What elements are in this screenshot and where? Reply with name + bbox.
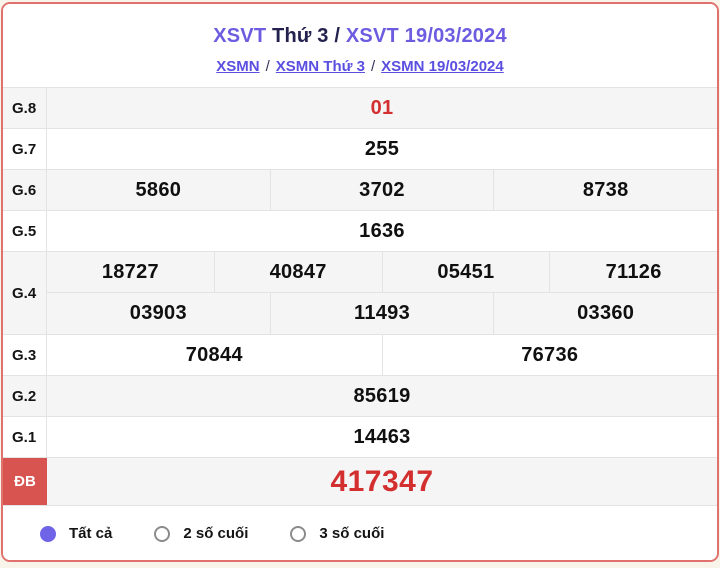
page-title: XSVT Thứ 3 / XSVT 19/03/2024 bbox=[3, 25, 717, 48]
prize-row-g1: G.1 14463 bbox=[3, 417, 717, 458]
prize-value: 70844 bbox=[47, 335, 383, 375]
breadcrumb: XSMN / XSMN Thứ 3 / XSMN 19/03/2024 bbox=[3, 58, 717, 75]
prize-value: 05451 bbox=[383, 252, 551, 292]
filter-radio-last2[interactable]: 2 số cuối bbox=[154, 525, 248, 542]
prize-value: 03360 bbox=[577, 302, 635, 324]
filter-radio-last3[interactable]: 3 số cuối bbox=[290, 525, 384, 542]
prize-value: 255 bbox=[364, 137, 400, 160]
prize-row-g4: G.4 18727 40847 05451 71126 03903 11493 … bbox=[3, 252, 717, 335]
prize-value: 5860 bbox=[47, 170, 271, 210]
prize-value: 11493 bbox=[271, 293, 495, 334]
prize-value: 03903 bbox=[47, 293, 271, 334]
prize-row-db: ĐB 417347 bbox=[3, 458, 717, 506]
filter-label: 2 số cuối bbox=[183, 525, 249, 542]
prize-label-g6: G.6 bbox=[3, 170, 47, 210]
breadcrumb-link-xsmn-date[interactable]: XSMN 19/03/2024 bbox=[381, 58, 504, 75]
prize-value: 14463 bbox=[353, 425, 411, 448]
breadcrumb-separator: / bbox=[370, 58, 376, 75]
prize-value: 76736 bbox=[521, 343, 579, 366]
prize-label-g1: G.1 bbox=[3, 417, 47, 457]
prize-row-g6: G.6 5860 3702 8738 bbox=[3, 170, 717, 211]
prize-value: 71126 bbox=[605, 260, 662, 283]
title-weekday: Thứ 3 / bbox=[266, 25, 346, 47]
prize-value: 8738 bbox=[582, 178, 629, 201]
breadcrumb-separator: / bbox=[265, 58, 270, 75]
prize-row-g8: G.8 01 bbox=[3, 88, 717, 129]
tail-filter-bar: Tất cả 2 số cuối 3 số cuối bbox=[3, 506, 717, 560]
special-prize-value: 417347 bbox=[330, 464, 434, 498]
prize-row-g5: G.5 1636 bbox=[3, 211, 717, 252]
title-station: XSVT bbox=[213, 25, 267, 47]
breadcrumb-link-xsmn[interactable]: XSMN bbox=[216, 58, 260, 75]
breadcrumb-link-xsmn-weekday[interactable]: XSMN Thứ 3 bbox=[275, 58, 365, 75]
radio-unselected-icon bbox=[290, 525, 307, 542]
prize-label-g8: G.8 bbox=[3, 88, 47, 128]
prize-value: 85619 bbox=[353, 384, 411, 407]
prize-value: 18727 bbox=[47, 252, 215, 292]
card-header: XSVT Thứ 3 / XSVT 19/03/2024 XSMN / XSMN T… bbox=[3, 4, 717, 87]
prize-label-g3: G.3 bbox=[3, 335, 47, 375]
title-date: XSVT 19/03/2024 bbox=[345, 25, 507, 47]
prize-label-g7: G.7 bbox=[3, 129, 47, 169]
prize-row-g7: G.7 255 bbox=[3, 129, 717, 170]
prize-label-g2: G.2 bbox=[3, 376, 47, 416]
special-prize-badge: ĐB bbox=[3, 458, 47, 505]
prize-value: 40847 bbox=[215, 252, 383, 292]
prize-value: 01 bbox=[370, 96, 394, 119]
results-table: G.8 01 G.7 255 G.6 5860 3702 8738 bbox=[3, 87, 717, 506]
prize-row-g2: G.2 85619 bbox=[3, 376, 717, 417]
prize-label-g4: G.4 bbox=[3, 252, 47, 334]
prize-value: 3702 bbox=[271, 170, 495, 210]
prize-value: 1636 bbox=[359, 219, 405, 242]
prize-row-g3: G.3 70844 76736 bbox=[3, 335, 717, 376]
prize-label-g5: G.5 bbox=[3, 211, 47, 251]
filter-label: 3 số cuối bbox=[319, 525, 385, 542]
radio-selected-icon bbox=[40, 525, 56, 542]
radio-unselected-icon bbox=[154, 525, 171, 542]
filter-label: Tất cả bbox=[69, 525, 113, 542]
filter-radio-all[interactable]: Tất cả bbox=[40, 525, 112, 542]
